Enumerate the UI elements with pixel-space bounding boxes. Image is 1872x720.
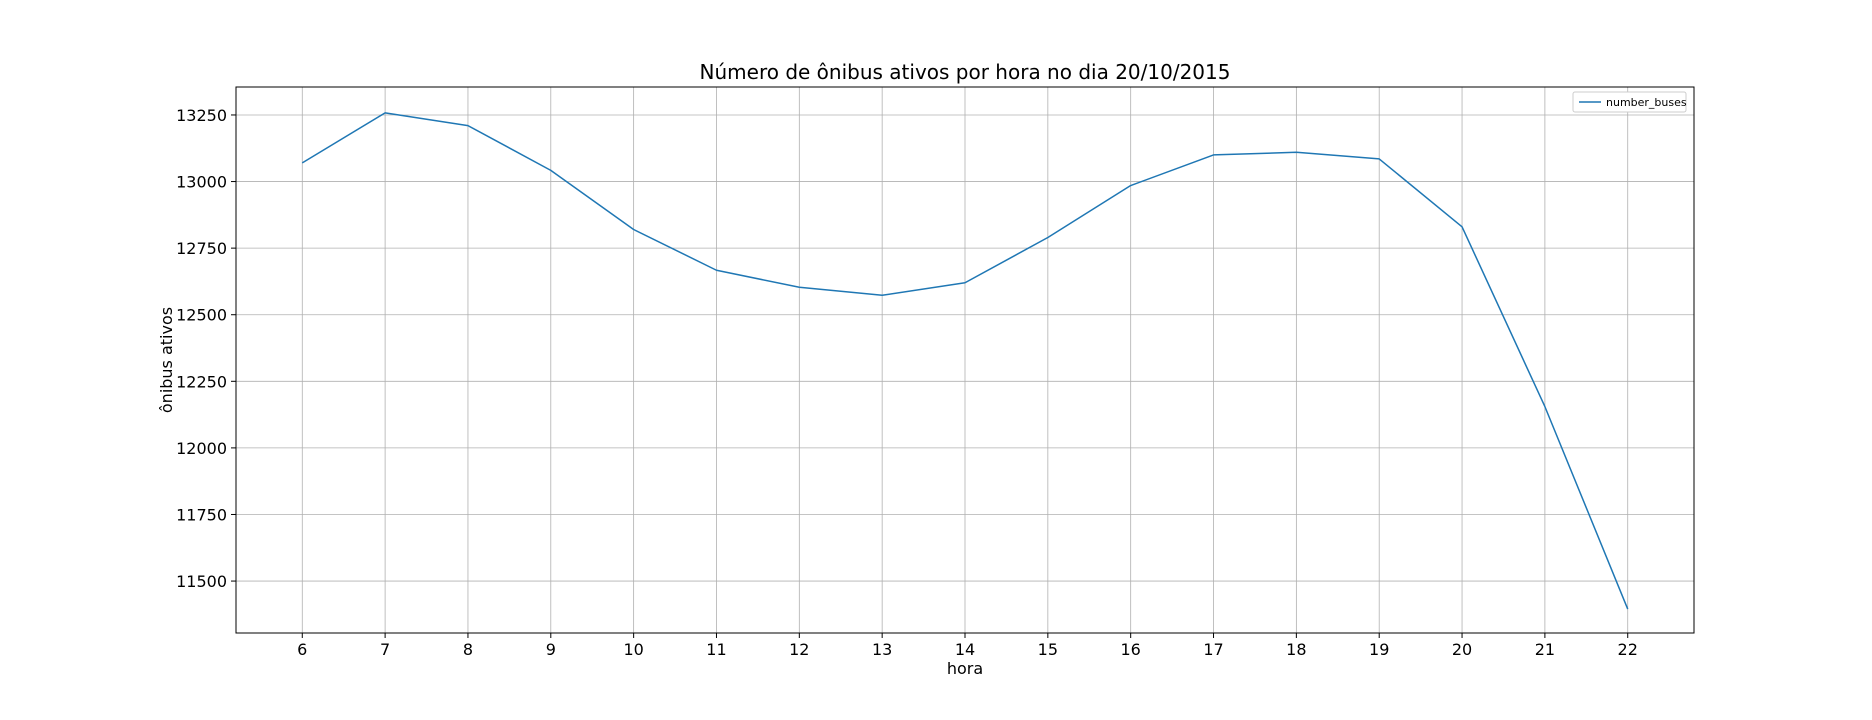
x-axis-label: hora [947, 659, 983, 678]
x-tick-label: 6 [297, 640, 307, 659]
grid-lines [236, 87, 1694, 633]
x-tick-label: 11 [706, 640, 726, 659]
x-tick-label: 8 [463, 640, 473, 659]
y-tick-label: 12750 [176, 239, 227, 258]
legend-box [1572, 91, 1687, 113]
x-tick-label: 9 [546, 640, 556, 659]
x-tick-label: 22 [1618, 640, 1638, 659]
x-tick-label: 15 [1038, 640, 1058, 659]
x-tick-label: 20 [1452, 640, 1472, 659]
x-tick-label: 17 [1203, 640, 1223, 659]
x-tick-label: 12 [789, 640, 809, 659]
series-line-number-buses [301, 112, 1629, 610]
y-tick-label: 12000 [176, 439, 227, 458]
legend-label-number-buses: number_buses [1606, 96, 1687, 109]
y-tick-label: 11500 [176, 572, 227, 591]
y-axis-label: ônibus ativos [157, 307, 176, 413]
plot-area-frame [235, 86, 1695, 634]
chart-title: Número de ônibus ativos por hora no dia … [700, 60, 1231, 84]
y-tick-label: 12500 [176, 306, 227, 325]
x-axis-ticks: 6 7 8 9 10 11 12 13 14 15 16 17 18 19 20 21 22 [297, 633, 1638, 659]
x-tick-label: 13 [872, 640, 892, 659]
x-tick-label: 7 [380, 640, 390, 659]
x-tick-label: 21 [1535, 640, 1555, 659]
x-tick-label: 16 [1121, 640, 1141, 659]
x-tick-label: 10 [623, 640, 643, 659]
series-lines [301, 112, 1629, 610]
legend: number_buses [1572, 91, 1687, 113]
y-tick-label: 11750 [176, 505, 227, 524]
x-tick-label: 18 [1286, 640, 1306, 659]
x-tick-label: 19 [1369, 640, 1389, 659]
y-tick-label: 13250 [176, 106, 227, 125]
x-tick-label: 14 [955, 640, 975, 659]
y-tick-label: 13000 [176, 173, 227, 192]
y-axis-ticks: 11500 11750 12000 12250 12500 12750 13000 13250 [176, 106, 236, 591]
y-tick-label: 12250 [176, 372, 227, 391]
